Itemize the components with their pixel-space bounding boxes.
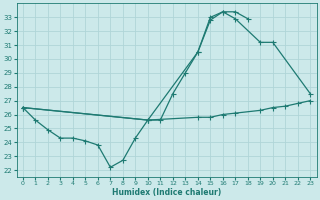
X-axis label: Humidex (Indice chaleur): Humidex (Indice chaleur) bbox=[112, 188, 221, 197]
